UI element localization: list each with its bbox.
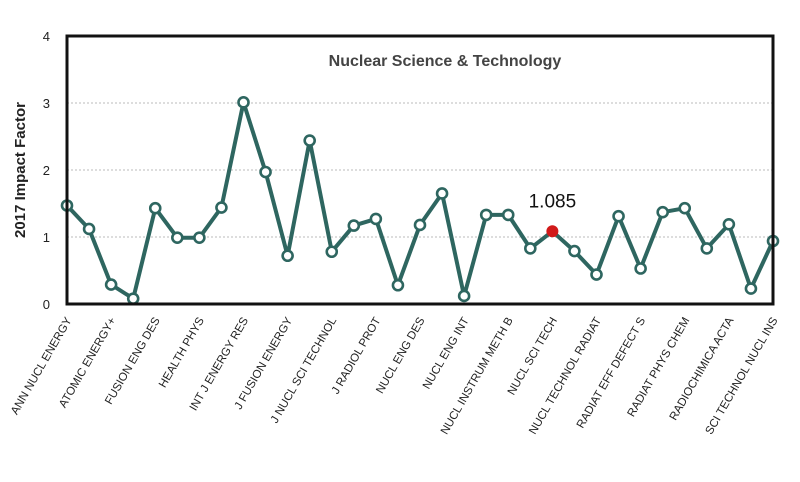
- data-point: [524, 242, 537, 255]
- data-point: [413, 218, 427, 232]
- marker-layer: [60, 96, 780, 305]
- highlight-annotation: 1.085: [529, 191, 577, 212]
- data-point: [634, 262, 647, 275]
- x-tick-label: J RADIOL PROT: [330, 316, 384, 397]
- data-point: [148, 201, 162, 215]
- y-tick-label: 2: [43, 163, 50, 178]
- x-tick-label: NUCL SCI TECH: [506, 316, 560, 398]
- series-layer: [65, 100, 775, 301]
- data-point: [281, 249, 294, 263]
- x-tick-label: HEALTH PHYS: [157, 315, 207, 390]
- data-point: [237, 96, 250, 109]
- data-point: [435, 187, 449, 200]
- data-point: [259, 165, 272, 179]
- series-line: [65, 100, 775, 301]
- y-tick-label: 0: [43, 297, 50, 312]
- data-point: [193, 231, 206, 244]
- data-point: [479, 208, 493, 222]
- chart-title: Nuclear Science & Technology: [329, 53, 562, 70]
- highlight-point: [546, 225, 559, 238]
- data-point: [678, 201, 692, 215]
- y-axis-ticks: 0 1 2 3 4: [43, 29, 50, 312]
- data-point: [656, 205, 669, 219]
- data-point: [590, 268, 603, 281]
- data-point: [171, 231, 184, 244]
- y-tick-label: 1: [43, 230, 50, 245]
- data-point: [744, 282, 758, 295]
- data-point: [325, 245, 339, 259]
- data-point: [722, 217, 736, 231]
- data-point: [501, 208, 515, 222]
- data-point: [457, 289, 471, 303]
- data-point: [82, 222, 96, 236]
- data-point: [303, 134, 316, 147]
- data-point: [104, 278, 118, 291]
- y-tick-label: 3: [43, 96, 50, 111]
- y-tick-label: 4: [43, 29, 50, 44]
- data-point: [126, 292, 140, 305]
- data-point: [700, 242, 714, 255]
- data-point: [391, 278, 405, 292]
- y-axis-label: 2017 Impact Factor: [12, 102, 29, 238]
- x-tick-label: NUCL ENG DES: [374, 315, 427, 396]
- data-point: [215, 201, 228, 214]
- plot-frame: [65, 34, 775, 306]
- data-point: [369, 212, 383, 226]
- x-tick-label: NUCL ENG INT: [421, 316, 472, 392]
- data-point: [612, 209, 625, 223]
- grid-layer: [67, 102, 773, 238]
- data-point: [568, 244, 581, 258]
- data-point: [347, 219, 361, 232]
